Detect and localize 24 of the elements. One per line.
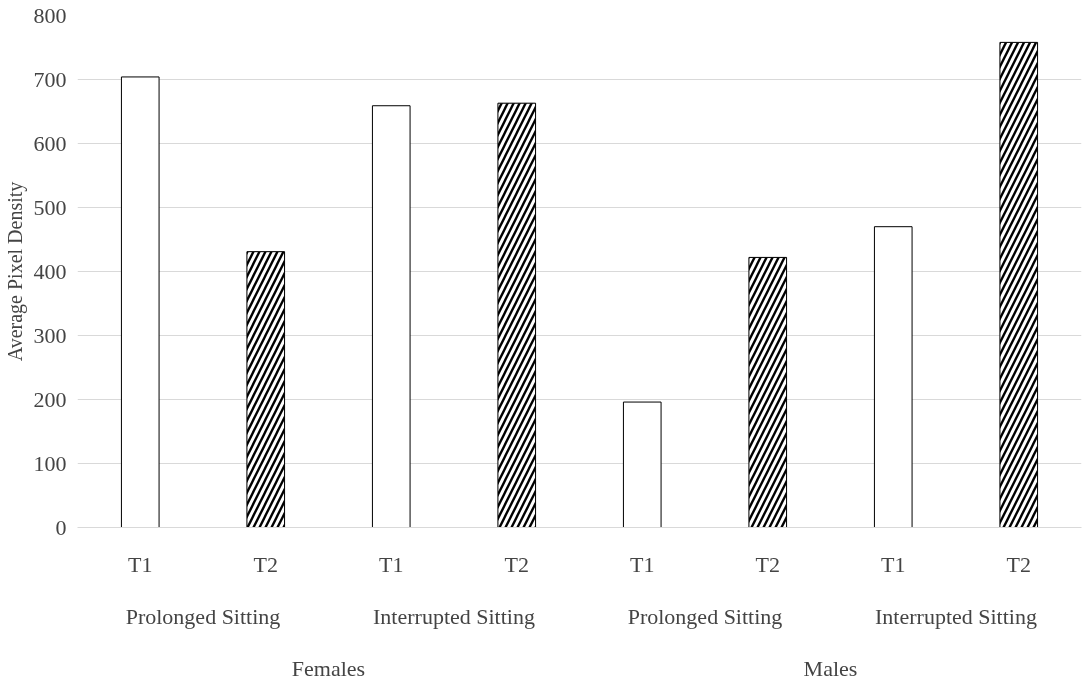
- y-tick-label: 600: [33, 130, 67, 156]
- x-tick-label: T1: [881, 551, 906, 577]
- x-tick-label: T2: [1006, 551, 1031, 577]
- x-tick-label: T2: [253, 551, 278, 577]
- x-tick-label: T2: [504, 551, 529, 577]
- x-tick-label: T1: [630, 551, 655, 577]
- text: Females: [291, 655, 366, 681]
- text: Interrupted Sitting: [875, 603, 1037, 629]
- y-tick-label: 800: [33, 2, 67, 28]
- text: Males: [803, 655, 858, 681]
- text: Prolonged Sitting: [125, 603, 281, 629]
- text: Interrupted Sitting: [373, 603, 535, 629]
- y-tick-label: 100: [33, 450, 67, 476]
- y-tick-label: 400: [33, 258, 67, 284]
- x-tick-label: T2: [755, 551, 780, 577]
- x-tick-label: T1: [379, 551, 404, 577]
- y-tick-label: 500: [33, 194, 67, 220]
- y-tick-label: 300: [33, 322, 67, 348]
- y-tick-label: 0: [55, 514, 67, 540]
- y-tick-label: 700: [33, 66, 67, 92]
- text: Prolonged Sitting: [627, 603, 783, 629]
- x-tick-label: T1: [128, 551, 153, 577]
- y-axis-title: Average Pixel Density: [3, 181, 27, 362]
- y-tick-label: 200: [33, 386, 67, 412]
